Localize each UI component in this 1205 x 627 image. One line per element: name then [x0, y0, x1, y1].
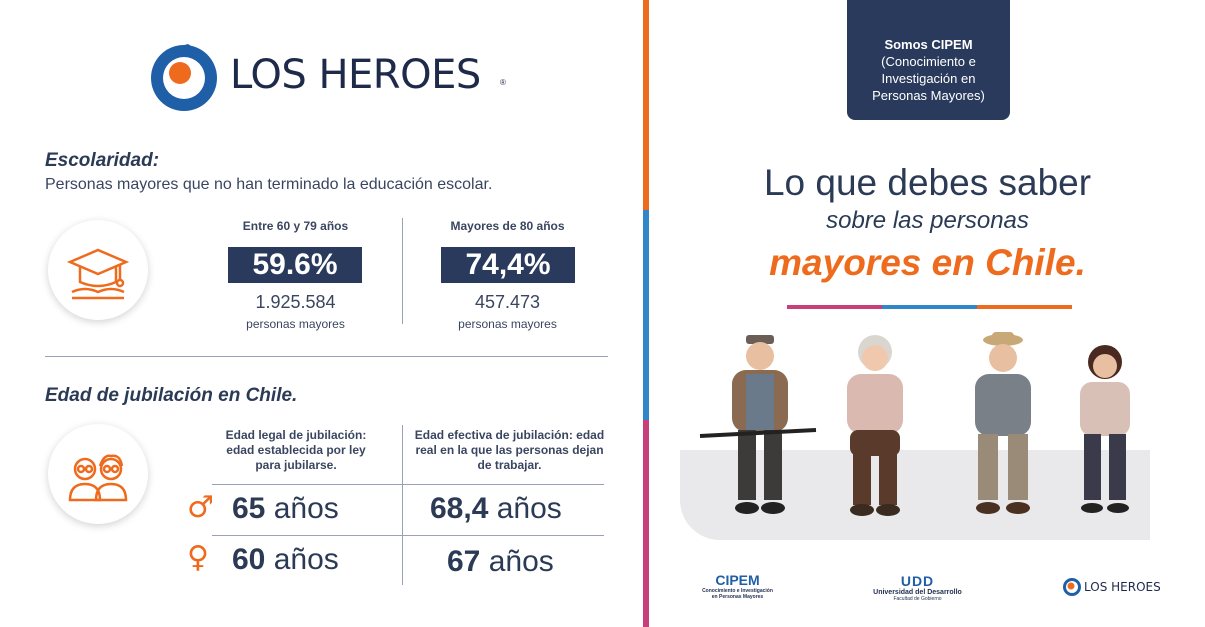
schooling-title: Escolaridad: — [45, 150, 160, 171]
elderly-couple-icon-circle — [48, 424, 148, 524]
seated-woman-1 — [847, 335, 903, 516]
seated-elderly-people-photo — [699, 332, 1130, 516]
group-1-percent: 59.6% — [228, 247, 362, 283]
headline-line-3: mayores en Chile. — [769, 242, 1086, 283]
cipem-footer-sub-2: en Personas Mayores — [711, 594, 764, 600]
male-legal-age: 65 años — [232, 492, 339, 526]
seated-man-with-hat — [975, 332, 1031, 514]
headline-underline-magenta — [787, 305, 882, 309]
center-bar-magenta — [643, 420, 649, 627]
legal-age-header: Edad legal de jubilación: edad estableci… — [225, 428, 367, 472]
female-legal-age-number: 60 — [232, 543, 266, 576]
retirement-title: Edad de jubilación en Chile. — [45, 385, 298, 406]
male-legal-age-number: 65 — [232, 492, 266, 525]
retirement-divider — [402, 425, 403, 585]
female-symbol-icon: ♀ — [187, 540, 209, 575]
seated-woman-2 — [1080, 345, 1130, 513]
female-legal-age: 60 años — [232, 543, 339, 577]
section-separator — [45, 356, 608, 357]
female-effective-age: 67 años — [447, 545, 554, 579]
udd-footer-name: Universidad del Desarrollo — [873, 589, 962, 596]
udd-footer-logo: UDD Universidad del Desarrollo Facultad … — [870, 573, 965, 602]
heroes-footer-name: LOS HEROES — [1084, 580, 1161, 594]
cipem-footer-sub-1: Conocimiento e Investigación — [702, 588, 773, 594]
center-bar-blue — [643, 210, 649, 420]
group-2-label: Mayores de 80 años — [450, 219, 565, 233]
group-2-unit: personas mayores — [458, 317, 557, 331]
male-effective-age-unit: años — [496, 492, 562, 525]
headline-line-2: sobre las personas — [826, 207, 1029, 234]
udd-footer-mark: UDD — [900, 573, 935, 589]
cipem-info-box: Somos CIPEM (Conocimiento e Investigació… — [847, 0, 1010, 120]
group-2-count: 457.473 — [474, 292, 541, 312]
group-1-unit: personas mayores — [246, 317, 345, 331]
cipem-footer-logo: CIPEM Conocimiento e Investigación en Pe… — [690, 572, 785, 600]
male-effective-age-number: 68,4 — [430, 492, 489, 525]
female-legal-age-unit: años — [273, 543, 339, 576]
headline-underline-orange — [977, 305, 1072, 309]
photo-wall — [680, 450, 1150, 540]
retirement-row-line-1 — [212, 484, 604, 485]
female-effective-age-number: 67 — [447, 545, 481, 578]
female-effective-age-unit: años — [488, 545, 554, 578]
group-1-label: Entre 60 y 79 años — [242, 219, 349, 233]
heroes-footer-logo: LOS HEROES — [1062, 577, 1162, 597]
male-legal-age-unit: años — [273, 492, 339, 525]
logo-wordmark: LOS HEROES — [230, 52, 481, 98]
elderly-couple-icon — [68, 454, 128, 502]
udd-footer-sub: Facultad de Gobierno — [893, 596, 942, 602]
group-1-count: 1.925.584 — [255, 292, 336, 312]
heroes-footer-logo-icon — [1063, 578, 1081, 596]
effective-age-header: Edad efectiva de jubilación: edad real e… — [414, 428, 605, 472]
los-heroes-logo-icon — [151, 44, 217, 111]
registered-mark: ® — [500, 78, 506, 87]
cipem-box-line-1: (Conocimiento e — [881, 54, 976, 69]
seated-man-with-cane — [699, 335, 817, 514]
graduation-cap-book-icon — [66, 248, 130, 300]
center-bar-orange — [643, 0, 649, 210]
cipem-box-title: Somos CIPEM — [884, 37, 973, 52]
graduation-icon-circle — [48, 220, 148, 320]
cipem-box-line-3: Personas Mayores) — [872, 88, 985, 103]
male-symbol-icon: ♂ — [187, 490, 214, 525]
schooling-divider — [402, 218, 403, 324]
headline-line-1: Lo que debes saber — [763, 162, 1092, 203]
los-heroes-logo: LOS HEROES ® — [148, 40, 518, 116]
male-effective-age: 68,4 años — [430, 492, 562, 526]
group-2-percent: 74,4% — [441, 247, 575, 283]
retirement-row-line-2 — [212, 535, 604, 536]
cipem-box-line-2: Investigación en — [881, 71, 976, 86]
headline-underline-blue — [882, 305, 977, 309]
schooling-subtitle: Personas mayores que no han terminado la… — [45, 176, 493, 193]
cipem-footer-name: CIPEM — [715, 572, 760, 588]
